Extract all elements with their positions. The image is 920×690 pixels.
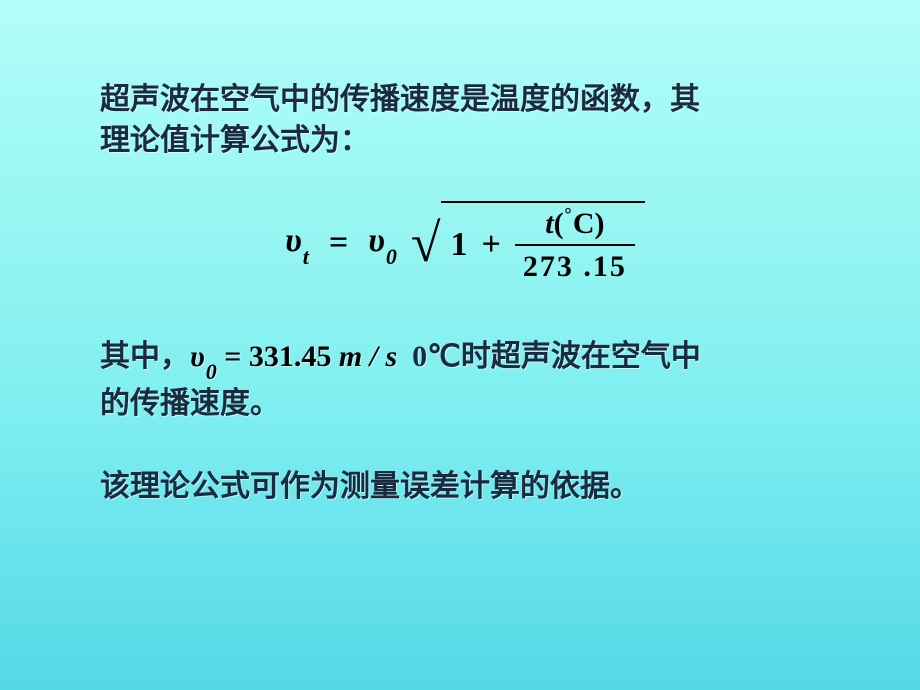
main-formula: υt = υ0 √ 1 + t(°C) 273 .15 [285,201,645,285]
plus-sign: + [482,226,501,264]
fraction: t(°C) 273 .15 [515,205,635,285]
closing-paragraph: 该理论公式可作为测量误差计算的依据。 [100,465,830,509]
para2-tail-1: 时超声波在空气中 [461,340,701,373]
formula-block: υt = υ0 √ 1 + t(°C) 273 .15 [100,201,830,285]
para2-prefix: 其中 [100,340,160,373]
radicand: 1 + t(°C) 273 .15 [441,201,645,285]
inline-sub-0: 0 [206,359,217,384]
numer-t: t [545,207,553,240]
numer-close-paren: ) [595,207,605,240]
slide-content: 超声波在空气中的传播速度是温度的函数，其 理论值计算公式为： υt = υ0 √… [0,0,920,509]
inline-v0-expr: υ0 = 331.45 m / s [190,340,397,373]
square-root: √ 1 + t(°C) 273 .15 [411,201,645,285]
closing-text: 该理论公式可作为测量误差计算的依据。 [100,470,640,503]
fraction-bar [515,244,635,246]
subscript-0: 0 [386,244,397,269]
numerator: t(°C) [537,205,612,242]
numer-degree-symbol: ° [564,204,571,224]
intro-line-1: 超声波在空气中的传播速度是温度的函数，其 [100,83,700,116]
constant-one: 1 [451,226,468,264]
numer-open-paren: ( [554,207,564,240]
explanation-paragraph: 其中，υ0 = 331.45 m / s 0℃时超声波在空气中 的传播速度。 [100,335,830,425]
para2-tail-2: 的传播速度。 [100,387,280,420]
inline-equals: = [217,340,249,373]
equals-sign: = [329,224,348,262]
rhs-v0: υ0 [368,222,397,265]
upsilon-t-symbol: υ [285,222,302,259]
inline-value: 331.45 [249,340,332,373]
numer-C: C [573,207,595,240]
intro-line-2: 理论值计算公式为： [100,124,370,157]
para2-comma: ， [160,340,190,373]
upsilon-0-symbol: υ [368,222,385,259]
zero-celsius: 0℃ [412,340,461,373]
denominator: 273 .15 [515,248,635,285]
inline-unit: m / s [331,340,397,373]
intro-paragraph: 超声波在空气中的传播速度是温度的函数，其 理论值计算公式为： [100,80,830,161]
radical-sign: √ [411,227,441,311]
lhs: υt [285,222,309,265]
inline-upsilon: υ [190,340,205,373]
subscript-t: t [303,244,309,269]
